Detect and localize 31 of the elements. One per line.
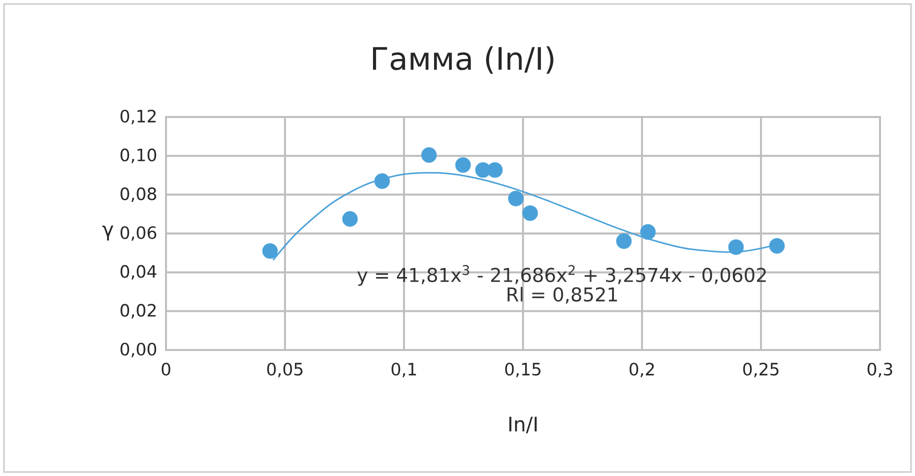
y-tick-label: 0,04 xyxy=(120,265,156,280)
x-tick-label: 0,15 xyxy=(505,362,540,378)
point xyxy=(455,157,471,173)
annotation: y = 41,81x$^{3}$ - 21,686x$^{2}$ + 3,2574x - 0,0602 xyxy=(357,265,766,286)
point xyxy=(616,233,632,249)
point xyxy=(374,173,390,189)
point xyxy=(640,224,656,240)
point xyxy=(342,211,358,227)
x-tick-label: 0,25 xyxy=(743,362,778,378)
y-tick-label: 0,08 xyxy=(120,187,156,202)
x-tick-label: 0,1 xyxy=(392,362,416,378)
annotation: Rl = 0,8521 xyxy=(508,286,617,304)
y-tick-label: 0,00 xyxy=(120,342,156,358)
point xyxy=(522,205,538,221)
point xyxy=(487,162,503,178)
point xyxy=(262,243,278,259)
x-tick-label: 0 xyxy=(162,362,170,376)
y-tick-label: 0,02 xyxy=(120,304,156,318)
y-tick-label: 0,10 xyxy=(120,148,156,164)
point xyxy=(769,238,785,254)
y-axis-title: γ xyxy=(102,225,114,241)
x-tick-label: 0,3 xyxy=(868,362,892,378)
y-tick-label: 0,06 xyxy=(120,226,156,241)
point xyxy=(728,239,744,255)
x-tick-label: 0,2 xyxy=(630,362,654,378)
y-tick-label: 0,12 xyxy=(120,110,156,124)
x-tick-label: 0,05 xyxy=(267,362,302,378)
chart-title: Гамма (In/I) xyxy=(372,46,554,74)
point xyxy=(421,147,437,163)
point xyxy=(508,190,524,206)
x-axis-title: In/I xyxy=(509,416,537,434)
